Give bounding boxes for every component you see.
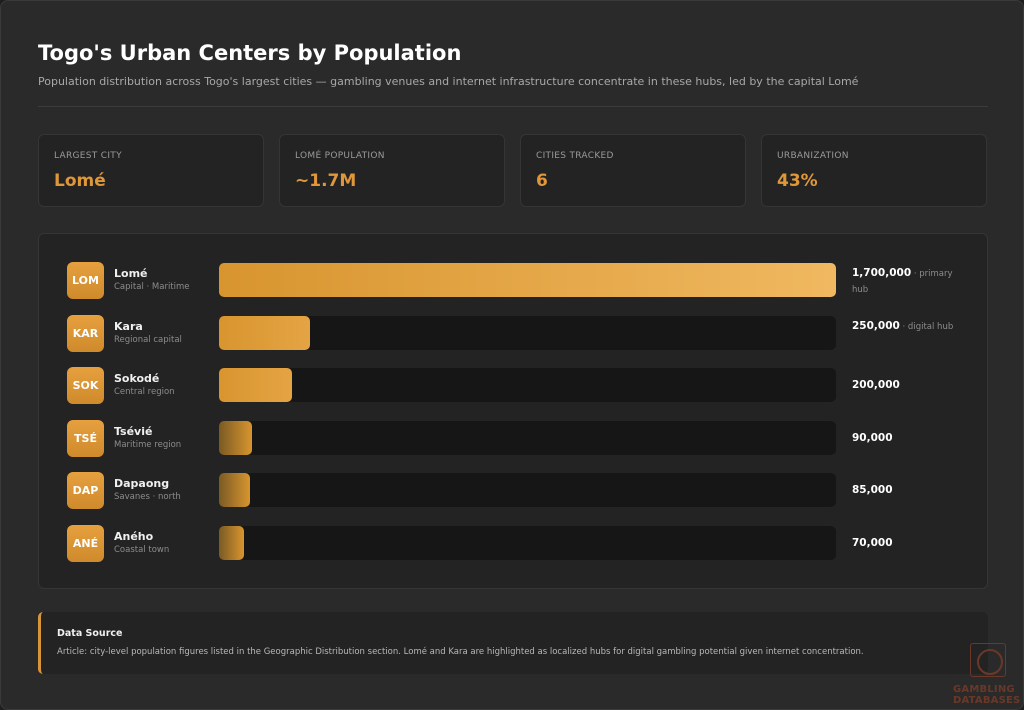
- bar-value-label: 70,000: [852, 536, 962, 551]
- city-code-badge: LOM: [67, 262, 104, 299]
- city-code-badge: DAP: [67, 472, 104, 510]
- city-description-label: Central region: [114, 387, 175, 398]
- bar-track: [219, 420, 836, 455]
- bar-aného: [219, 526, 245, 560]
- city-code-badge: KAR: [67, 314, 104, 352]
- bar-value-label: 85,000: [852, 483, 962, 498]
- page-subtitle: Population distribution across Togo's la…: [38, 75, 859, 88]
- city-description-label: Regional capital: [114, 334, 182, 345]
- header-divider: [38, 106, 988, 107]
- city-description-label: Maritime region: [114, 439, 182, 450]
- city-description-label: Capital · Maritime: [114, 282, 190, 292]
- bar-value-number: 90,000: [852, 431, 893, 444]
- bar-value-number: 1,700,000: [852, 267, 912, 279]
- bar-value-label: 1,700,000 · primary hub: [852, 266, 962, 298]
- city-code-badge: ANÉ: [67, 525, 104, 562]
- city-name-label: Lomé: [114, 267, 148, 280]
- bar-track: [219, 473, 836, 508]
- city-description-label: Coastal town: [114, 545, 170, 555]
- city-name-label: Dapaong: [114, 477, 170, 491]
- bar-track: [219, 315, 836, 350]
- city-name-label: Sokodé: [114, 372, 160, 386]
- city-name-label: Kara: [114, 319, 143, 333]
- bar-value-number: 85,000: [852, 484, 893, 497]
- bar-value-number: 200,000: [852, 379, 900, 392]
- stat-label: URBANIZATION: [777, 151, 849, 161]
- bar-value-label: 200,000: [852, 378, 962, 393]
- stat-value: Lomé: [54, 171, 106, 191]
- stat-label: LARGEST CITY: [54, 151, 122, 161]
- bar-sokodé: [219, 368, 292, 403]
- logo-emblem-icon: [970, 643, 1006, 677]
- stat-card-urbanization: URBANIZATION 43%: [761, 134, 987, 207]
- stat-card-cities-tracked: CITIES TRACKED 6: [520, 134, 746, 207]
- stat-card-lome-population: LOMÉ POPULATION ~1.7M: [279, 134, 505, 207]
- stat-value: 6: [536, 171, 548, 191]
- bar-track: [219, 368, 836, 403]
- bar-value-note: · digital hub: [899, 321, 954, 332]
- stat-label: CITIES TRACKED: [536, 151, 614, 161]
- bar-tsévié: [219, 420, 252, 455]
- data-source-panel: Data Source Article: city-level populati…: [38, 612, 988, 674]
- bar-dapaong: [219, 473, 250, 508]
- city-description-label: Savanes · north: [114, 492, 181, 503]
- city-code-badge: TSÉ: [67, 419, 104, 457]
- population-bar-chart: LOM Lomé Capital · Maritime 1,700,000 · pri…: [38, 233, 988, 589]
- city-code-badge: SOK: [67, 367, 104, 405]
- city-name-label: Tsévié: [114, 424, 153, 438]
- data-source-title: Data Source: [57, 628, 123, 639]
- logo-text-line2: DATABASES: [953, 695, 1021, 706]
- gambling-databases-logo: GAMBLING DATABASES: [951, 641, 1021, 707]
- bar-value-label: 250,000 · digital hub: [852, 319, 962, 335]
- bar-value-note: · primary hub: [852, 269, 953, 295]
- stat-value: ~1.7M: [295, 171, 357, 191]
- bar-kara: [219, 315, 310, 350]
- bar-track: [219, 263, 836, 297]
- bar-value-label: 90,000: [852, 431, 962, 446]
- bar-value-number: 70,000: [852, 537, 893, 549]
- bar-lomé: [219, 263, 836, 297]
- stat-label: LOMÉ POPULATION: [295, 151, 385, 161]
- logo-text-line1: GAMBLING: [953, 684, 1015, 695]
- stat-card-largest-city: LARGEST CITY Lomé: [38, 134, 264, 207]
- city-name-label: Aného: [114, 530, 154, 543]
- bar-track: [219, 526, 836, 560]
- data-source-text: Article: city-level population figures l…: [57, 647, 864, 657]
- stat-value: 43%: [777, 171, 818, 191]
- page-title: Togo's Urban Centers by Population: [38, 41, 462, 65]
- bar-value-number: 250,000: [852, 319, 900, 332]
